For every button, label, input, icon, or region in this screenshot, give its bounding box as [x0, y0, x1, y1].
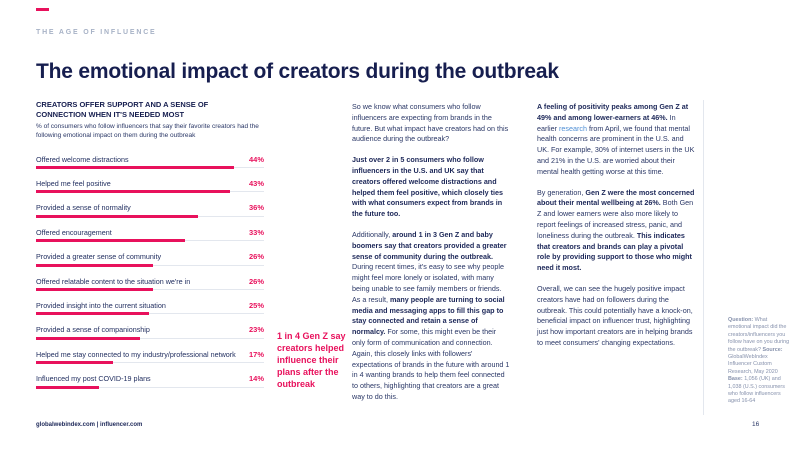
paragraph: Just over 2 in 5 consumers who follow in… [352, 155, 510, 220]
footer-links: globalwebindex.com | influencer.com [36, 422, 143, 428]
text-segment: During recent times, it's easy to see wh… [352, 262, 504, 304]
bar-fill [36, 239, 185, 243]
bar-track [36, 312, 264, 316]
bar-row: Provided a sense of normality 36% [36, 203, 264, 227]
bar-label: Provided a greater sense of community [36, 252, 162, 262]
bar-row: Provided a greater sense of community 26% [36, 252, 264, 276]
bar-fill [36, 214, 198, 218]
text-segment: from April, we found that mental health … [537, 123, 695, 176]
text-segment: Just over 2 in 5 consumers who follow in… [352, 155, 503, 219]
text-segment: around 1 in 3 Gen Z and baby boomers say… [352, 229, 507, 261]
bar-row: Offered encouragement 33% [36, 228, 264, 252]
chart-subtitle: % of consumers who follow influencers th… [36, 123, 259, 139]
bar-label: Provided a sense of normality [36, 203, 131, 213]
bar-row: Provided insight into the current situat… [36, 301, 264, 325]
body-column-middle: So we know what consumers who follow inf… [352, 102, 510, 413]
bar-track [36, 288, 264, 292]
bar-row: Helped me feel positive 43% [36, 179, 264, 203]
report-eyebrow: THE AGE OF INFLUENCE [36, 29, 157, 36]
text-segment: 1,056 (UK) and 1,038 (U.S.) consumers wh… [728, 376, 785, 405]
paragraph: A feeling of positivity peaks among Gen … [537, 102, 695, 178]
bar-label: Helped me stay connected to my industry/… [36, 349, 236, 359]
bar-label: Offered encouragement [36, 227, 112, 237]
bar-row: Influenced my post COVID-19 plans 14% [36, 374, 264, 398]
text-segment: Gen Z were the most concerned about thei… [537, 187, 695, 208]
bar-value: 44% [248, 154, 264, 164]
bar-fill [36, 288, 153, 292]
bar-track-line [36, 362, 264, 364]
bar-label: Provided insight into the current situat… [36, 300, 166, 310]
paragraph: Additionally, around 1 in 3 Gen Z and ba… [352, 230, 510, 403]
bar-value: 17% [248, 349, 264, 359]
bar-fill [36, 166, 234, 170]
bar-fill [36, 336, 140, 340]
bar-fill [36, 263, 153, 267]
text-segment: By generation, [537, 187, 586, 197]
bar-fill [36, 190, 230, 194]
brand-dash [36, 8, 49, 11]
chart-heading: CREATORS OFFER SUPPORT AND A SENSE OF CO… [36, 100, 209, 119]
text-segment: A feeling of positivity peaks among Gen … [537, 102, 689, 122]
text-segment: Additionally, [352, 229, 393, 239]
paragraph: By generation, Gen Z were the most conce… [537, 188, 695, 274]
page-title: The emotional impact of creators during … [36, 60, 559, 83]
text-segment: Both Gen Z and lower earners were also m… [537, 198, 694, 240]
bar-value: 23% [248, 325, 264, 335]
bar-track [36, 190, 264, 194]
bar-value: 26% [248, 276, 264, 286]
text-segment: In earlier [537, 112, 676, 133]
bar-value: 25% [248, 300, 264, 310]
bar-value: 14% [248, 374, 264, 384]
bar-fill [36, 312, 149, 316]
bar-track [36, 336, 264, 340]
text-segment: Source: [762, 346, 783, 353]
bar-label: Offered welcome distractions [36, 154, 129, 164]
pullout-stat: 1 in 4 Gen Z say creators helped influen… [277, 331, 346, 389]
bar-value: 36% [248, 203, 264, 213]
bar-track-line [36, 386, 264, 388]
text-segment: This indicates that creators and brands … [537, 230, 692, 273]
bar-value: 33% [248, 227, 264, 237]
paragraph: Overall, we can see the hugely positive … [537, 284, 695, 349]
bar-label: Offered relatable content to the situati… [36, 276, 191, 286]
text-segment: So we know what consumers who follow inf… [352, 102, 509, 144]
bar-chart: Offered welcome distractions 44% Helped me… [36, 155, 264, 399]
bar-value: 26% [248, 252, 264, 262]
text-segment: GlobalWebIndex Influencer Custom Researc… [728, 354, 778, 375]
bar-row: Offered welcome distractions 44% [36, 155, 264, 179]
bar-track [36, 263, 264, 267]
bar-track [36, 166, 264, 170]
text-segment: many people are turning to social media … [352, 294, 505, 337]
text-segment: Base: [728, 376, 745, 383]
text-segment: What emotional impact did the creators/i… [728, 317, 790, 353]
vertical-divider [703, 100, 704, 415]
bar-track [36, 214, 264, 218]
bar-label: Helped me feel positive [36, 178, 111, 188]
bar-label: Provided a sense of companionship [36, 325, 150, 335]
bar-label: Influenced my post COVID-19 plans [36, 374, 151, 384]
paragraph: So we know what consumers who follow inf… [352, 102, 510, 145]
text-segment: For some, this might even be their only … [352, 327, 510, 401]
bar-fill [36, 385, 99, 389]
body-column-right: A feeling of positivity peaks among Gen … [537, 102, 695, 359]
text-segment: Overall, we can see the hugely positive … [537, 283, 693, 347]
bar-chart-section: CREATORS OFFER SUPPORT AND A SENSE OF CO… [36, 100, 264, 399]
text-segment: Question: [728, 317, 755, 323]
bar-track [36, 361, 264, 365]
bar-row: Helped me stay connected to my industry/… [36, 350, 264, 374]
research-link[interactable]: research [558, 123, 587, 133]
bar-track [36, 239, 264, 243]
bar-value: 43% [248, 178, 264, 188]
bar-fill [36, 361, 113, 365]
bar-track-line [36, 313, 264, 315]
bar-row: Offered relatable content to the situati… [36, 277, 264, 301]
page-number: 16 [752, 421, 760, 428]
source-note: Question: What emotional impact did the … [728, 317, 790, 406]
bar-track [36, 385, 264, 389]
bar-row: Provided a sense of companionship 23% [36, 325, 264, 349]
bar-track-line [36, 337, 264, 339]
